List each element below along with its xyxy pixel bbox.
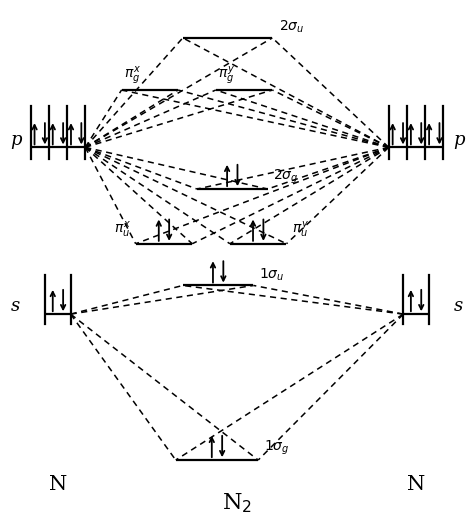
Text: $2\sigma_u$: $2\sigma_u$ [279,19,305,35]
Text: $\pi_g^y$: $\pi_g^y$ [218,64,235,86]
Text: $\pi_u^x$: $\pi_u^x$ [114,220,131,239]
Text: $1\sigma_u$: $1\sigma_u$ [259,266,284,283]
Text: N: N [407,475,425,494]
Text: p: p [10,130,21,148]
Text: N$_2$: N$_2$ [222,491,252,515]
Text: s: s [11,297,20,315]
Text: $1\sigma_g$: $1\sigma_g$ [264,439,289,457]
Text: $\pi_g^x$: $\pi_g^x$ [124,64,141,86]
Text: s: s [454,297,463,315]
Text: N: N [49,475,67,494]
Text: p: p [453,130,464,148]
Text: $2\sigma_g$: $2\sigma_g$ [273,168,299,187]
Text: $\pi_u^y$: $\pi_u^y$ [292,220,309,239]
